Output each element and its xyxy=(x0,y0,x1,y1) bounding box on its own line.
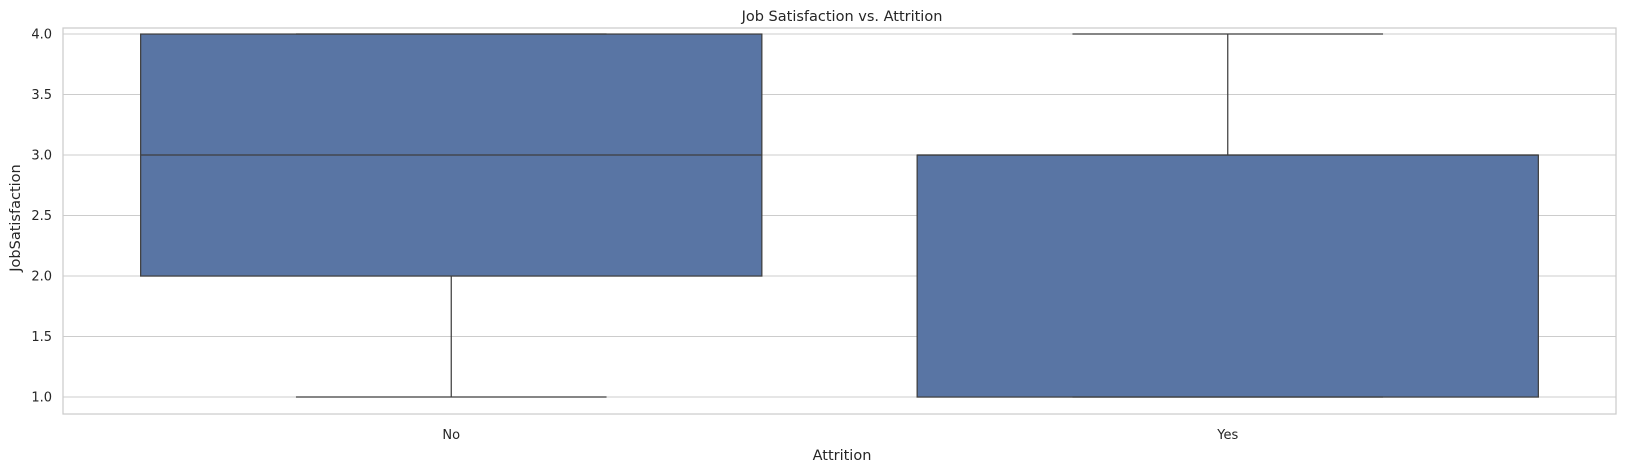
y-tick-label: 1.0 xyxy=(31,391,52,406)
boxes xyxy=(140,33,1539,398)
y-axis-label: JobSatisfaction xyxy=(8,164,24,272)
y-tick-label: 2.0 xyxy=(31,270,52,285)
x-tick-label: Yes xyxy=(1216,428,1238,443)
x-tick-label: No xyxy=(442,428,460,443)
y-tick-label: 1.5 xyxy=(31,330,52,345)
iqr-box xyxy=(916,154,1539,398)
tick-labels: 1.0 1.5 2.0 2.5 3.0 3.5 4.0 No Yes xyxy=(31,28,1238,443)
box-group-yes xyxy=(916,33,1539,398)
y-tick-label: 3.0 xyxy=(31,149,52,164)
x-axis-label: Attrition xyxy=(813,448,872,464)
y-tick-label: 3.5 xyxy=(31,88,52,103)
y-tick-label: 4.0 xyxy=(31,28,52,43)
y-tick-label: 2.5 xyxy=(31,209,52,224)
box-group-no xyxy=(140,33,763,398)
plot-frame xyxy=(62,27,1617,415)
axes xyxy=(62,27,1617,415)
chart-title: Job Satisfaction vs. Attrition xyxy=(741,9,943,25)
